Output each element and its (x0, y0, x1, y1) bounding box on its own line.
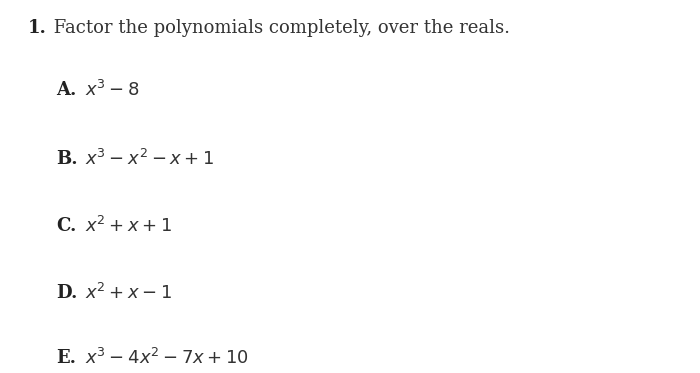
Text: $x^3 - 4x^2 - 7x + 10$: $x^3 - 4x^2 - 7x + 10$ (85, 348, 249, 368)
Text: $x^3 - x^2 - x + 1$: $x^3 - x^2 - x + 1$ (85, 148, 214, 169)
Text: $x^2 + x - 1$: $x^2 + x - 1$ (85, 283, 172, 303)
Text: C.: C. (56, 217, 76, 235)
Text: D.: D. (56, 284, 78, 302)
Text: E.: E. (56, 349, 76, 367)
Text: Factor the polynomials completely, over the reals.: Factor the polynomials completely, over … (48, 19, 510, 37)
Text: B.: B. (56, 150, 78, 167)
Text: $x^3 - 8$: $x^3 - 8$ (85, 79, 140, 100)
Text: A.: A. (56, 81, 76, 98)
Text: 1.: 1. (28, 19, 47, 37)
Text: $x^2 + x + 1$: $x^2 + x + 1$ (85, 216, 172, 236)
